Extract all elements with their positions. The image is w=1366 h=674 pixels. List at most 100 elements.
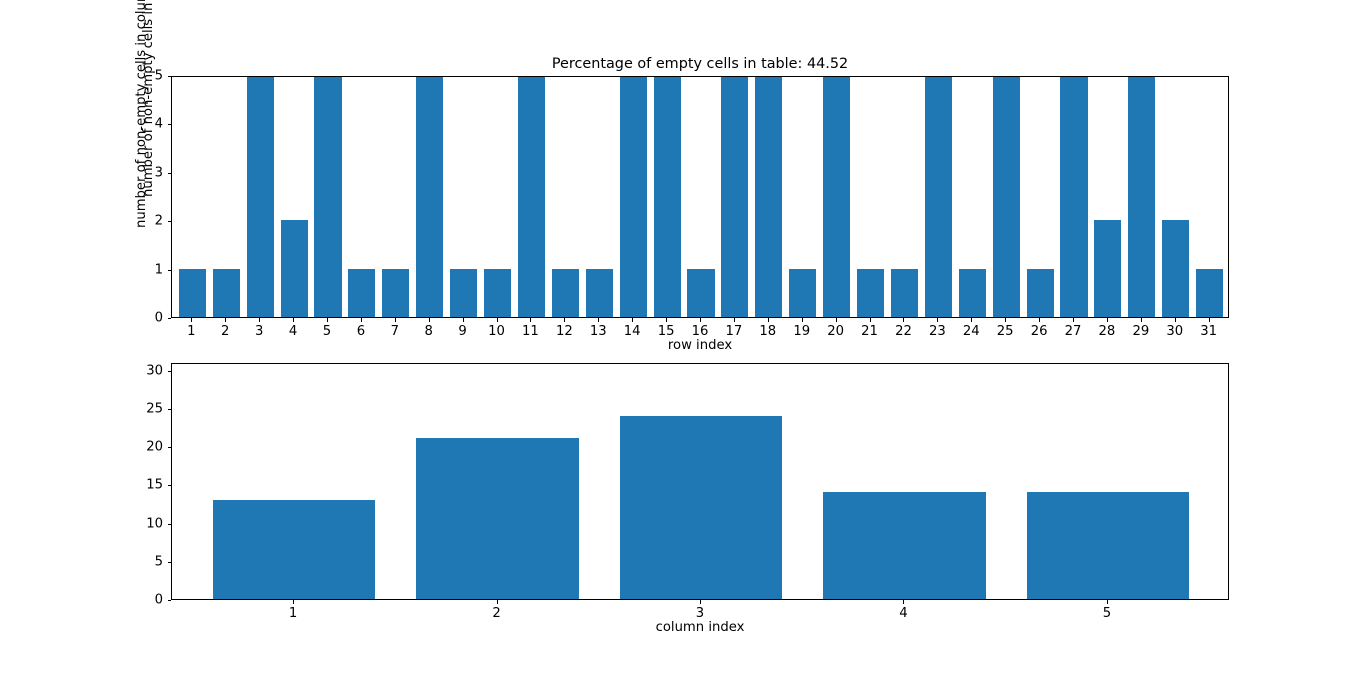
chart-title: Percentage of empty cells in table: 44.5… bbox=[551, 56, 849, 72]
bar bbox=[178, 268, 206, 317]
x-tick-label: 6 bbox=[356, 324, 366, 339]
y-tick-mark bbox=[167, 408, 171, 410]
bar bbox=[1128, 77, 1156, 317]
x-tick-mark bbox=[1039, 318, 1041, 322]
y-tick-mark bbox=[167, 172, 171, 174]
x-tick-mark bbox=[733, 318, 735, 322]
y-tick-mark bbox=[167, 221, 171, 223]
column-histogram-axes bbox=[171, 363, 1229, 600]
y-tick-mark bbox=[167, 485, 171, 487]
bar bbox=[687, 268, 715, 317]
x-tick-mark bbox=[428, 318, 430, 322]
bar bbox=[585, 268, 613, 317]
x-tick-mark bbox=[225, 318, 227, 322]
y-tick-label: 5 bbox=[154, 68, 163, 84]
x-tick-label: 2 bbox=[492, 606, 501, 621]
y-tick-label: 5 bbox=[154, 554, 163, 570]
x-tick-label: 4 bbox=[288, 324, 298, 339]
x-tick-mark bbox=[1073, 318, 1074, 322]
y-tick-label: 15 bbox=[146, 477, 163, 493]
x-tick-mark bbox=[767, 318, 769, 322]
y-tick-label: 25 bbox=[146, 401, 163, 417]
x-tick-label: 12 bbox=[555, 324, 573, 339]
x-tick-label: 5 bbox=[1102, 606, 1112, 621]
x-tick-mark bbox=[937, 318, 939, 322]
x-tick-mark bbox=[191, 318, 193, 322]
bar bbox=[246, 77, 274, 317]
bar bbox=[314, 77, 342, 317]
x-tick-label: 30 bbox=[1166, 324, 1184, 339]
bar bbox=[1060, 77, 1088, 317]
x-tick-label: 20 bbox=[827, 324, 845, 339]
bar bbox=[890, 268, 919, 317]
x-tick-label: 23 bbox=[928, 324, 946, 339]
x-tick-label: 3 bbox=[695, 606, 705, 621]
bar bbox=[619, 415, 783, 599]
bar bbox=[416, 438, 579, 599]
x-tick-mark bbox=[1106, 318, 1108, 322]
x-tick-mark bbox=[496, 318, 498, 322]
x-tick-mark bbox=[700, 318, 701, 322]
bar bbox=[1026, 491, 1190, 599]
column-xaxis-label: column index bbox=[655, 620, 745, 635]
y-tick-label: 0 bbox=[154, 592, 163, 608]
y-tick-mark bbox=[167, 523, 171, 525]
bar bbox=[823, 77, 851, 317]
x-tick-mark bbox=[598, 318, 600, 322]
x-tick-mark bbox=[530, 318, 532, 322]
x-tick-mark bbox=[1174, 318, 1176, 322]
x-tick-label: 25 bbox=[996, 324, 1014, 339]
x-tick-mark bbox=[903, 318, 905, 322]
x-tick-label: 3 bbox=[254, 324, 264, 339]
x-tick-mark bbox=[971, 318, 973, 322]
y-tick-label: 30 bbox=[146, 363, 163, 379]
x-tick-label: 2 bbox=[221, 324, 230, 339]
bar bbox=[212, 268, 240, 317]
x-tick-label: 1 bbox=[187, 324, 196, 339]
bar bbox=[1026, 268, 1054, 317]
x-tick-mark bbox=[293, 600, 295, 604]
y-tick-mark bbox=[167, 76, 171, 77]
bar bbox=[789, 268, 817, 317]
x-tick-label: 7 bbox=[390, 324, 399, 339]
x-tick-label: 14 bbox=[623, 324, 641, 339]
bar bbox=[755, 77, 783, 317]
y-tick-label: 1 bbox=[154, 262, 163, 278]
y-tick-label: 10 bbox=[146, 516, 163, 532]
bar bbox=[483, 268, 512, 317]
bar bbox=[958, 268, 986, 317]
x-tick-mark bbox=[1140, 318, 1142, 322]
x-tick-label: 21 bbox=[861, 324, 878, 339]
column-bars-area bbox=[172, 364, 1228, 599]
x-tick-mark bbox=[666, 318, 668, 322]
y-tick-mark bbox=[167, 269, 171, 271]
bar bbox=[856, 268, 885, 317]
x-tick-label: 5 bbox=[322, 324, 332, 339]
bar bbox=[653, 77, 681, 317]
column-yaxis-label: number of non-empty cells in column bbox=[134, 0, 149, 228]
x-tick-mark bbox=[801, 318, 803, 322]
y-tick-label: 2 bbox=[154, 213, 163, 229]
x-tick-label: 4 bbox=[899, 606, 908, 621]
x-tick-label: 15 bbox=[657, 324, 675, 339]
x-tick-mark bbox=[632, 318, 634, 322]
row-xaxis-label: row index bbox=[667, 338, 733, 353]
y-tick-label: 0 bbox=[154, 310, 163, 326]
row-histogram-axes bbox=[171, 76, 1229, 318]
y-tick-mark bbox=[167, 318, 171, 319]
x-tick-label: 16 bbox=[691, 324, 709, 339]
x-tick-mark bbox=[1106, 600, 1108, 604]
bar bbox=[382, 268, 410, 317]
x-tick-label: 22 bbox=[895, 324, 912, 339]
bar bbox=[721, 77, 749, 317]
x-tick-mark bbox=[1208, 318, 1210, 322]
bar bbox=[212, 499, 376, 599]
bar bbox=[1196, 268, 1224, 317]
y-tick-mark bbox=[167, 561, 171, 563]
bar bbox=[551, 268, 579, 317]
bar bbox=[1094, 220, 1122, 317]
y-tick-mark bbox=[167, 124, 171, 126]
x-tick-mark bbox=[326, 318, 328, 322]
x-tick-mark bbox=[496, 600, 498, 604]
x-tick-mark bbox=[564, 318, 566, 322]
